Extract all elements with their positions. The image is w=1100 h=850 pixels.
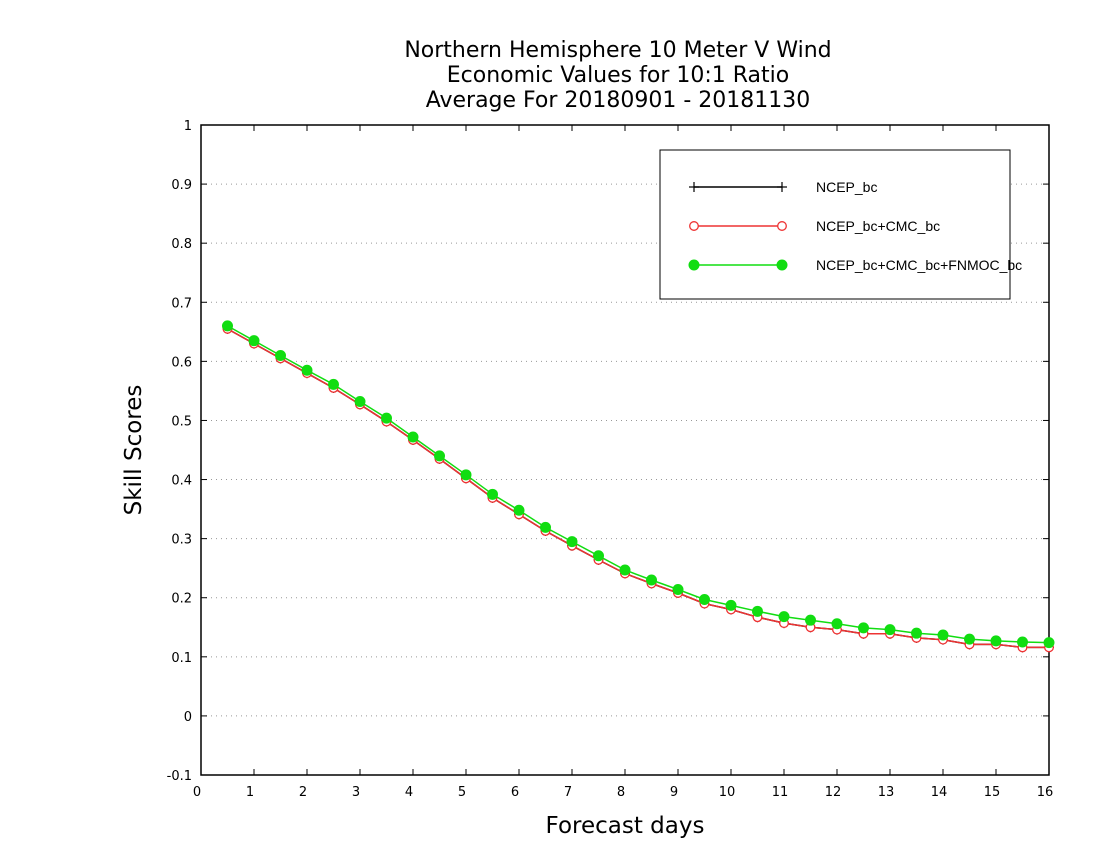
legend-item-2: NCEP_bc+CMC_bc <box>689 218 940 234</box>
x-tick-label: 4 <box>405 785 413 800</box>
x-axis: 0 1 2 3 4 5 6 7 8 9 10 11 12 13 14 15 16 <box>193 125 1053 800</box>
x-axis-title: Forecast days <box>546 813 705 839</box>
data-point <box>672 583 684 595</box>
y-tick-label: 0.9 <box>171 178 192 193</box>
data-point <box>937 629 949 641</box>
legend-label: NCEP_bc+CMC_bc+FNMOC_bc <box>816 257 1022 273</box>
series-3 <box>222 320 1055 649</box>
data-point <box>487 488 498 500</box>
series-layer <box>222 320 1055 653</box>
y-tick-label: 0.5 <box>171 414 192 429</box>
y-tick-label: 0.1 <box>171 651 192 666</box>
x-tick-label: 7 <box>564 785 572 800</box>
data-point <box>354 396 366 408</box>
x-tick-label: 12 <box>825 785 842 800</box>
data-point <box>222 320 233 332</box>
x-tick-label: 6 <box>511 785 519 800</box>
y-tick-label: 0.3 <box>171 533 192 548</box>
data-point <box>805 614 816 626</box>
legend-label: NCEP_bc+CMC_bc <box>816 218 940 234</box>
data-point <box>593 550 604 562</box>
data-point <box>328 378 339 390</box>
series-1 <box>222 323 1054 653</box>
data-point <box>964 633 975 645</box>
x-tick-label: 13 <box>878 785 895 800</box>
x-tick-label: 0 <box>193 785 201 800</box>
data-point <box>540 521 551 533</box>
data-point <box>513 504 525 516</box>
legend-item-3: NCEP_bc+CMC_bc+FNMOC_bc <box>688 257 1022 273</box>
x-tick-label: 15 <box>984 785 1001 800</box>
data-point <box>646 574 657 586</box>
series-line <box>227 328 1049 649</box>
legend-marker <box>689 221 699 231</box>
y-tick-label: 0.7 <box>171 296 192 311</box>
series-line <box>227 325 1050 644</box>
data-point <box>699 594 710 605</box>
data-point <box>725 599 737 611</box>
data-point <box>434 450 445 462</box>
data-point <box>460 469 472 481</box>
data-point <box>858 622 869 634</box>
x-tick-label: 11 <box>772 785 789 800</box>
x-tick-label: 1 <box>246 785 254 800</box>
legend-label: NCEP_bc <box>816 179 877 195</box>
chart-title-line-1: Northern Hemisphere 10 Meter V Wind <box>404 38 832 63</box>
y-tick-label: 0.2 <box>171 592 192 607</box>
y-tick-label: -0.1 <box>167 769 192 784</box>
x-tick-label: 3 <box>352 785 360 800</box>
x-tick-label: 16 <box>1037 785 1054 800</box>
data-point <box>566 536 578 548</box>
data-point <box>407 431 419 443</box>
x-tick-label: 9 <box>670 785 678 800</box>
legend-marker <box>688 259 700 271</box>
series-line <box>227 328 1049 649</box>
y-axis: -0.1 0 0.1 0.2 0.3 0.4 0.5 0.6 0.7 0.8 0.9 1 <box>167 119 1049 784</box>
y-tick-label: 0.6 <box>171 355 192 370</box>
data-point <box>831 618 843 630</box>
data-point <box>619 564 631 576</box>
chart-title-line-2: Economic Values for 10:1 Ratio <box>446 63 790 88</box>
x-tick-label: 14 <box>931 785 948 800</box>
data-point <box>1017 636 1028 648</box>
data-point <box>248 335 260 347</box>
y-tick-label: 0.4 <box>171 474 192 489</box>
data-point <box>884 624 896 636</box>
series-2 <box>222 323 1054 653</box>
legend-marker <box>689 182 699 192</box>
legend-marker <box>777 221 787 231</box>
y-tick-label: 0.8 <box>171 237 192 252</box>
x-tick-label: 2 <box>299 785 307 800</box>
x-tick-label: 10 <box>719 785 736 800</box>
data-point <box>301 364 313 376</box>
data-point <box>381 412 392 424</box>
legend-marker <box>777 182 787 192</box>
data-point <box>1043 637 1055 649</box>
x-tick-label: 5 <box>458 785 466 800</box>
chart-title-line-3: Average For 20180901 - 20181130 <box>425 88 811 113</box>
legend: NCEP_bc NCEP_bc+CMC_bc NCEP_bc+CMC_bc+FNMO… <box>659 149 1022 300</box>
data-point <box>911 627 922 639</box>
data-point <box>990 635 1002 647</box>
data-point <box>778 611 790 623</box>
data-point <box>752 605 763 617</box>
y-tick-label: 0 <box>184 710 192 725</box>
x-tick-label: 8 <box>617 785 625 800</box>
legend-box <box>659 149 1011 300</box>
legend-item-1: NCEP_bc <box>689 179 877 195</box>
y-axis-title: Skill Scores <box>121 385 147 516</box>
data-point <box>275 349 286 361</box>
legend-marker <box>776 259 788 271</box>
y-tick-label: 1 <box>184 119 192 134</box>
